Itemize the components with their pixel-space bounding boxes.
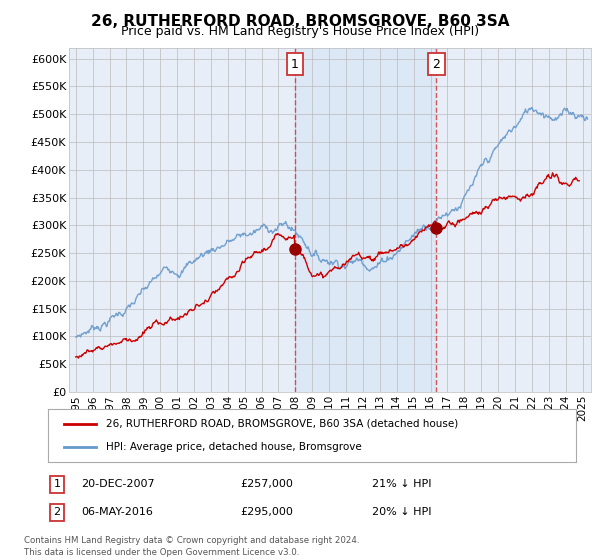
Text: 1: 1 <box>291 58 299 71</box>
Text: 2: 2 <box>433 58 440 71</box>
Text: 26, RUTHERFORD ROAD, BROMSGROVE, B60 3SA: 26, RUTHERFORD ROAD, BROMSGROVE, B60 3SA <box>91 14 509 29</box>
Text: 20% ↓ HPI: 20% ↓ HPI <box>372 507 431 517</box>
Text: £257,000: £257,000 <box>240 479 293 489</box>
Text: 1: 1 <box>53 479 61 489</box>
Text: HPI: Average price, detached house, Bromsgrove: HPI: Average price, detached house, Brom… <box>106 442 362 452</box>
Text: Price paid vs. HM Land Registry's House Price Index (HPI): Price paid vs. HM Land Registry's House … <box>121 25 479 38</box>
Text: 21% ↓ HPI: 21% ↓ HPI <box>372 479 431 489</box>
Text: 2: 2 <box>53 507 61 517</box>
Text: 26, RUTHERFORD ROAD, BROMSGROVE, B60 3SA (detached house): 26, RUTHERFORD ROAD, BROMSGROVE, B60 3SA… <box>106 419 458 429</box>
Text: Contains HM Land Registry data © Crown copyright and database right 2024.
This d: Contains HM Land Registry data © Crown c… <box>24 536 359 557</box>
Text: £295,000: £295,000 <box>240 507 293 517</box>
Text: 06-MAY-2016: 06-MAY-2016 <box>81 507 153 517</box>
Text: 20-DEC-2007: 20-DEC-2007 <box>81 479 155 489</box>
Bar <box>295 48 436 392</box>
